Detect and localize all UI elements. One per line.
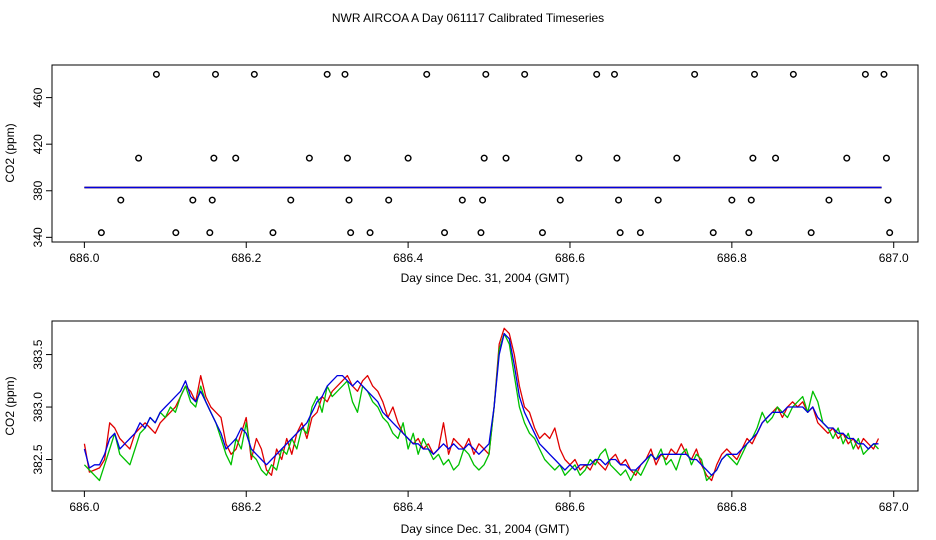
x-tick-label: 686.2 (231, 500, 261, 514)
data-point (117, 196, 125, 204)
data-point (232, 154, 240, 162)
data-point (135, 154, 143, 162)
data-point (189, 196, 197, 204)
data-point (305, 154, 313, 162)
series-line (83, 332, 879, 482)
data-point (172, 229, 180, 237)
data-point (323, 70, 331, 78)
data-point (211, 70, 219, 78)
data-point (206, 229, 214, 237)
data-point (287, 196, 295, 204)
data-point (343, 154, 351, 162)
data-point (615, 196, 623, 204)
x-tick-label: 687.0 (879, 500, 909, 514)
data-point (843, 154, 851, 162)
data-point (691, 70, 699, 78)
data-point (385, 196, 393, 204)
bottom-x-axis-label: Day since Dec. 31, 2004 (GMT) (401, 522, 570, 536)
x-tick-label: 686.4 (393, 500, 423, 514)
data-point (366, 229, 374, 237)
top-x-axis: 686.0 686.2 686.4 686.6 686.8 687.0 (69, 242, 909, 265)
y-tick-label: 420 (31, 134, 45, 154)
data-point (441, 229, 449, 237)
bottom-y-axis-label: CO2 (ppm) (3, 376, 17, 435)
data-point (613, 154, 621, 162)
data-point (480, 154, 488, 162)
data-point (807, 229, 815, 237)
bottom-plot-area (83, 327, 880, 482)
x-tick-label: 687.0 (879, 251, 909, 265)
data-point (250, 70, 258, 78)
y-tick-label: 383.0 (31, 392, 45, 422)
data-point (347, 229, 355, 237)
data-point (884, 196, 892, 204)
top-x-axis-label: Day since Dec. 31, 2004 (GMT) (401, 271, 570, 285)
data-point (575, 154, 583, 162)
chart-title: NWR AIRCOA A Day 061117 Calibrated Times… (332, 11, 604, 25)
bottom-panel: 686.0 686.2 686.4 686.6 686.8 687.0 382.5 383.… (3, 320, 919, 536)
data-point (97, 229, 105, 237)
data-point (152, 70, 160, 78)
data-point (886, 229, 894, 237)
data-point (789, 70, 797, 78)
data-point (745, 229, 753, 237)
data-point (458, 196, 466, 204)
data-point (882, 154, 890, 162)
data-point (709, 229, 717, 237)
top-y-axis-label: CO2 (ppm) (3, 123, 17, 182)
x-tick-label: 686.4 (393, 251, 423, 265)
data-point (404, 154, 412, 162)
x-tick-label: 686.6 (555, 500, 585, 514)
y-tick-label: 380 (31, 180, 45, 200)
y-tick-label: 383.5 (31, 339, 45, 369)
data-point (269, 229, 277, 237)
data-point (749, 154, 757, 162)
data-point (502, 154, 510, 162)
y-tick-label: 460 (31, 87, 45, 107)
x-tick-label: 686.0 (69, 500, 99, 514)
data-point (880, 70, 888, 78)
data-point (772, 154, 780, 162)
top-panel: 686.0 686.2 686.4 686.6 686.8 687.0 340 380 420… (3, 64, 919, 285)
bottom-x-axis: 686.0 686.2 686.4 686.6 686.8 687.0 (69, 491, 909, 514)
data-point (521, 70, 529, 78)
data-point (538, 229, 546, 237)
series-line (83, 332, 879, 476)
data-point (751, 70, 759, 78)
data-point (654, 196, 662, 204)
y-tick-label: 340 (31, 227, 45, 247)
bottom-y-axis: 382.5 383.0 383.5 (31, 339, 52, 475)
data-point (747, 196, 755, 204)
data-point (673, 154, 681, 162)
data-point (610, 70, 618, 78)
x-tick-label: 686.8 (717, 500, 747, 514)
x-tick-label: 686.6 (555, 251, 585, 265)
bottom-plot-frame (51, 320, 919, 492)
x-tick-label: 686.2 (231, 251, 261, 265)
data-point (341, 70, 349, 78)
data-point (556, 196, 564, 204)
data-point (825, 196, 833, 204)
data-point (479, 196, 487, 204)
data-point (593, 70, 601, 78)
data-point (636, 229, 644, 237)
top-plot-area (84, 70, 894, 237)
data-point (728, 196, 736, 204)
y-tick-label: 382.5 (31, 444, 45, 474)
data-point (210, 154, 218, 162)
series-line (83, 327, 880, 482)
x-tick-label: 686.8 (717, 251, 747, 265)
data-point (616, 229, 624, 237)
x-tick-label: 686.0 (69, 251, 99, 265)
top-y-axis: 340 380 420 460 (31, 87, 52, 247)
data-point (482, 70, 490, 78)
data-point (861, 70, 869, 78)
data-point (208, 196, 216, 204)
data-point (423, 70, 431, 78)
data-point (345, 196, 353, 204)
data-point (477, 229, 485, 237)
top-plot-frame (51, 64, 919, 243)
